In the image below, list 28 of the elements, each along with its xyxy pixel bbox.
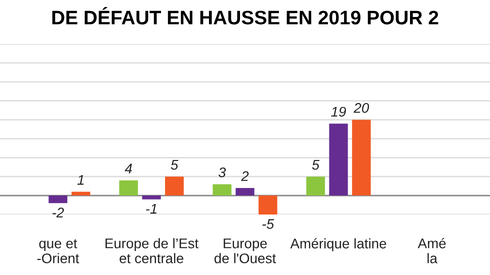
x-tick-label: Europe de l’Est et centrale — [106, 238, 198, 264]
data-label: -1 — [146, 204, 156, 214]
x-tick-label: Amé la — [418, 238, 446, 264]
data-label: -2 — [52, 208, 64, 218]
x-tick-label: Amérique latine — [290, 238, 386, 252]
bar — [48, 196, 68, 204]
data-label: 3 — [218, 167, 226, 178]
data-label: 19 — [331, 106, 346, 117]
data-label: 4 — [124, 164, 132, 174]
data-label: 1 — [77, 175, 84, 185]
bar — [165, 176, 184, 196]
bar — [142, 196, 161, 200]
data-label: 2 — [241, 171, 249, 181]
bar — [236, 188, 254, 196]
data-label: 20 — [354, 103, 370, 113]
x-tick-label: que et -Orient — [37, 239, 80, 264]
data-label: -5 — [262, 219, 274, 229]
bar — [258, 196, 278, 214]
bar — [72, 192, 90, 196]
bar — [212, 184, 232, 196]
x-tick-label: Europe de l'Ouest — [214, 238, 276, 264]
bar — [119, 180, 138, 196]
data-label: 5 — [312, 160, 320, 170]
bar — [306, 176, 325, 196]
data-label: 5 — [170, 160, 178, 170]
chart-title: DE DÉFAUT EN HAUSSE EN 2019 POUR 2 — [52, 7, 438, 24]
bar — [329, 124, 348, 196]
bar — [352, 120, 371, 196]
